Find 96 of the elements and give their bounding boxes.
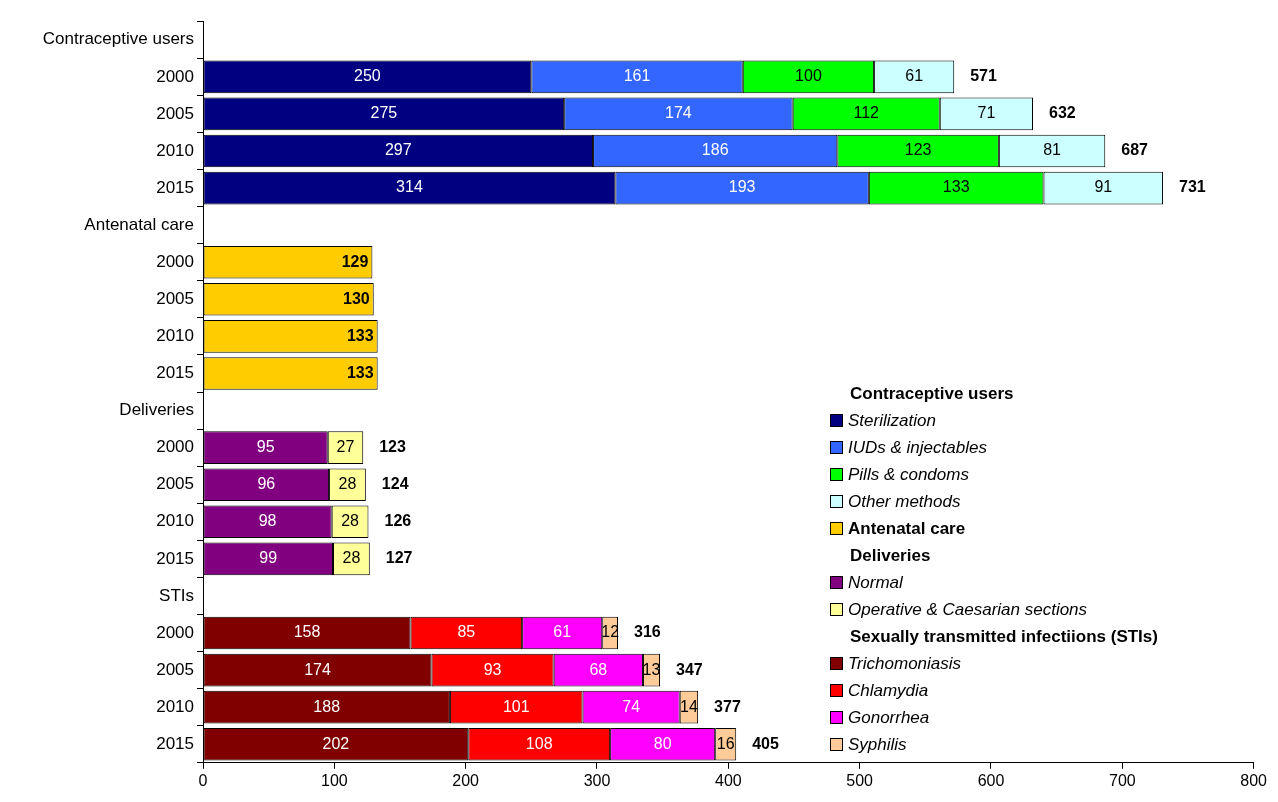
y-tick-label: 2005 [156, 288, 194, 308]
total-label: 127 [385, 549, 413, 567]
y-tick-label: 2010 [156, 696, 194, 716]
data-label: 186 [701, 141, 729, 159]
data-label: 98 [258, 512, 277, 530]
y-tick-label: 2005 [156, 659, 194, 679]
legend-label: Trichomoniasis [848, 653, 962, 675]
y-tick-label: 2010 [156, 511, 194, 531]
data-label: 188 [313, 697, 341, 715]
x-tick-label: 100 [320, 771, 348, 789]
data-label: 158 [293, 623, 321, 641]
data-label: 71 [977, 104, 996, 122]
y-tick-label: 2010 [156, 140, 194, 160]
legend-label: Normal [848, 572, 903, 594]
y-tick-label: STIs [159, 585, 194, 605]
x-tick-label: 600 [977, 771, 1005, 789]
total-label: 632 [1049, 104, 1076, 122]
legend-label: Other methods [848, 491, 961, 513]
total-label: 124 [381, 475, 409, 493]
y-tick-label: 2000 [156, 437, 194, 457]
data-label: 133 [346, 326, 374, 344]
data-label: 85 [457, 623, 476, 641]
legend-label: Antenatal care [848, 518, 966, 540]
data-label: 80 [653, 734, 672, 752]
data-label: 61 [905, 67, 924, 85]
x-tick-label: 500 [846, 771, 874, 789]
total-label: 126 [384, 512, 412, 530]
x-tick-label: 700 [1108, 771, 1136, 789]
y-tick-label: 2015 [156, 363, 194, 383]
annotation: Deliveries [849, 545, 932, 567]
data-label: 96 [257, 475, 276, 493]
x-tick-label: 800 [1240, 771, 1268, 789]
y-tick-label: 2000 [156, 622, 194, 642]
y-tick-label: Deliveries [119, 400, 194, 420]
annotation: Contraceptive users [849, 383, 1015, 405]
legend-label: Syphilis [848, 734, 907, 756]
data-label: 101 [502, 697, 530, 715]
legend-label: Operative & Caesarian sections [848, 599, 1088, 621]
y-tick-label: 2000 [156, 66, 194, 86]
data-label: 108 [525, 734, 553, 752]
legend-label: Pills & condoms [848, 464, 969, 486]
data-label: 27 [336, 438, 355, 456]
data-label: 297 [384, 141, 412, 159]
y-tick-label: 2015 [156, 177, 194, 197]
data-label: 74 [622, 697, 641, 715]
data-label: 16 [716, 734, 735, 752]
y-tick-label: 2005 [156, 474, 194, 494]
data-label: 174 [304, 660, 331, 678]
total-label: 377 [714, 697, 741, 715]
data-label: 28 [342, 549, 361, 567]
y-tick-label: 2005 [156, 103, 194, 123]
data-label: 112 [853, 104, 880, 122]
total-label: 731 [1179, 178, 1206, 196]
legend-label: IUDs & injectables [848, 437, 987, 459]
total-label: 571 [970, 67, 998, 85]
legend-label: Chlamydia [848, 680, 929, 702]
data-label: 93 [483, 660, 502, 678]
x-tick-label: 200 [452, 771, 480, 789]
y-tick-label: Antenatal care [84, 214, 194, 234]
data-label: 28 [341, 512, 360, 530]
legend-label: Sterilization [848, 410, 936, 432]
data-label: 91 [1094, 178, 1113, 196]
y-tick-label: 2015 [156, 548, 194, 568]
total-label: 347 [676, 660, 703, 678]
total-label: 123 [379, 438, 407, 456]
data-label: 129 [341, 252, 369, 270]
data-label: 99 [259, 549, 278, 567]
data-label: 123 [904, 141, 932, 159]
total-label: 316 [634, 623, 661, 641]
data-label: 130 [343, 289, 370, 307]
data-label: 314 [396, 178, 423, 196]
data-label: 193 [728, 178, 756, 196]
data-label: 250 [354, 67, 381, 85]
x-tick-label: 300 [583, 771, 611, 789]
data-label: 161 [623, 67, 651, 85]
x-tick-label: 0 [198, 771, 208, 789]
y-tick-label: Contraceptive users [42, 29, 194, 49]
total-label: 405 [752, 734, 779, 752]
data-label: 28 [338, 475, 357, 493]
total-label: 687 [1121, 141, 1149, 159]
annotation: Sexually transmitted infectiions (STIs) [849, 626, 1159, 648]
data-label: 275 [370, 104, 398, 122]
data-label: 133 [942, 178, 970, 196]
x-tick-label: 400 [714, 771, 742, 789]
data-label: 61 [553, 623, 572, 641]
y-tick-label: 2010 [156, 326, 194, 346]
legend-label: Gonorrhea [848, 707, 930, 729]
data-label: 202 [322, 734, 350, 752]
data-label: 95 [256, 438, 275, 456]
data-label: 133 [346, 363, 374, 381]
y-tick-label: 2015 [156, 733, 194, 753]
data-label: 174 [665, 104, 692, 122]
y-tick-label: 2000 [156, 251, 194, 271]
data-label: 81 [1043, 141, 1062, 159]
data-label: 68 [589, 660, 608, 678]
data-label: 100 [795, 67, 822, 85]
